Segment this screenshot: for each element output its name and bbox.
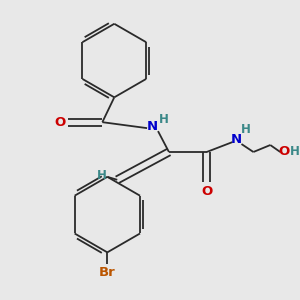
Text: H: H [96, 169, 106, 182]
Text: O: O [201, 185, 212, 198]
Text: H: H [241, 123, 250, 136]
Text: Br: Br [99, 266, 116, 279]
Text: H: H [159, 113, 169, 126]
Text: N: N [231, 133, 242, 146]
Text: H: H [290, 146, 300, 158]
Text: N: N [146, 120, 158, 133]
Text: O: O [54, 116, 65, 129]
Text: O: O [279, 146, 290, 158]
